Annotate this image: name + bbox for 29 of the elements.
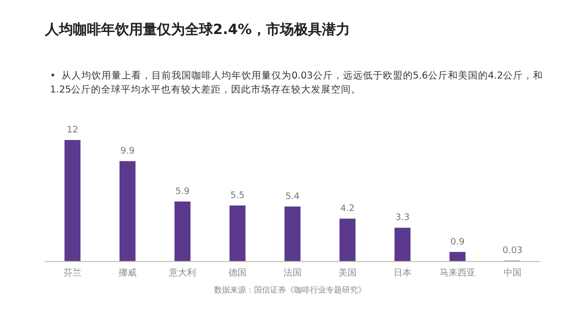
data-label: 5.4: [285, 192, 300, 202]
bar: [394, 228, 410, 261]
data-label: 4.2: [340, 204, 355, 214]
chart-subtitle: • 从人均饮用量上看，目前我国咖啡人均年饮用量仅为0.03公斤，远远低于欧盟的5.6公斤和美国的4.2公斤，和1.25公斤的全球平均水平也有较大差距，因此市场存在较大发展空间。: [50, 70, 544, 96]
data-label: 0.9: [450, 237, 465, 248]
x-tick-label: 马来西亚: [440, 268, 476, 278]
x-tick-label: 德国: [228, 268, 246, 278]
bar: [174, 202, 190, 261]
bar: [450, 252, 466, 261]
bar: [120, 161, 136, 261]
x-tick-label: 芬兰: [64, 268, 82, 278]
data-label: 5.5: [230, 191, 245, 202]
data-label: 5.9: [175, 187, 190, 198]
x-tick-label: 美国: [338, 268, 356, 278]
source-note: 数据来源：国信证券《咖啡行业专题研究》: [214, 286, 366, 294]
x-tick-label: 法国: [284, 268, 302, 278]
data-label: 3.3: [395, 213, 410, 224]
x-tick-label: 挪威: [118, 268, 136, 278]
x-tick-label: 日本: [394, 268, 412, 278]
bar: [230, 206, 246, 261]
data-label: 12: [66, 126, 78, 136]
data-label: 9.9: [120, 146, 135, 157]
bar: [284, 206, 300, 261]
bar: [340, 218, 356, 261]
chart-title: 人均咖啡年饮用量仅为全球2.4%，市场极具潜力: [44, 21, 350, 38]
x-tick-label: 意大利: [168, 268, 196, 278]
x-tick-label: 中国: [504, 268, 522, 278]
bar: [64, 140, 80, 261]
data-label: 0.03: [502, 246, 523, 256]
